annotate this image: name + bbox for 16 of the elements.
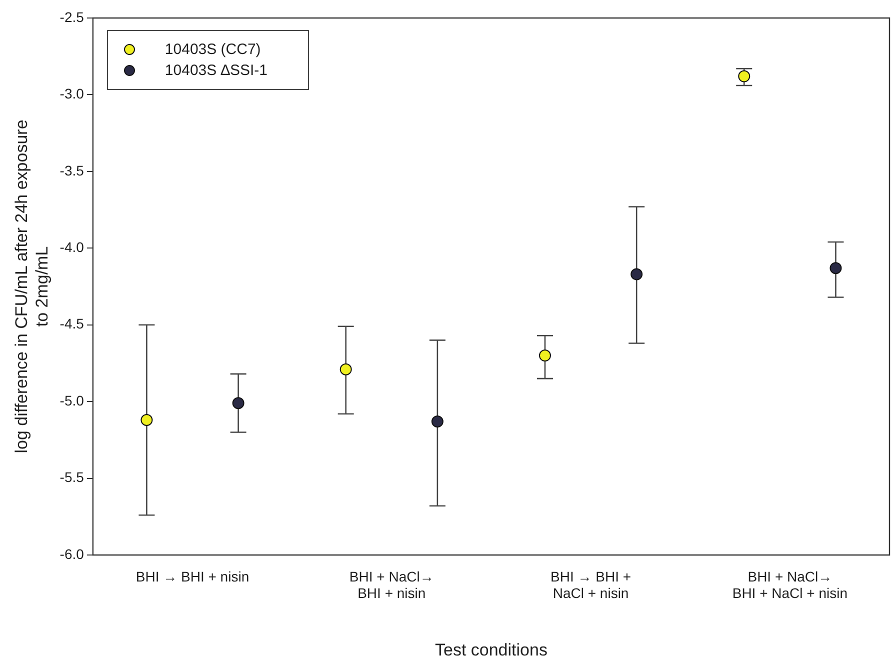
x-tick-label: BHI → BHI + nisin bbox=[136, 568, 250, 584]
y-tick-label: -4.0 bbox=[60, 239, 84, 255]
x-tick-label: BHI + NaCl→ BHI + nisin bbox=[349, 568, 434, 602]
legend-label: 10403S (CC7) bbox=[164, 41, 261, 58]
y-tick-label: -3.5 bbox=[60, 162, 84, 178]
x-tick-label: BHI → BHI + NaCl + nisin bbox=[550, 568, 632, 602]
y-tick-label: -4.5 bbox=[60, 316, 84, 332]
y-tick-label: -2.5 bbox=[60, 8, 84, 25]
y-tick-label: -6.0 bbox=[60, 546, 84, 562]
x-tick-label: BHI + NaCl→ BHI + NaCl + nisin bbox=[732, 568, 848, 602]
y-tick-label: -5.0 bbox=[60, 392, 84, 408]
y-tick-label: -3.0 bbox=[60, 86, 84, 102]
y-axis-title: log difference in CFU/mL after 24h exposure to 2mg/mL bbox=[12, 120, 52, 454]
y-tick-label: -5.5 bbox=[60, 469, 84, 486]
x-axis-title: Test conditions bbox=[434, 640, 548, 660]
legend-label: 10403S ∆SSI-1 bbox=[164, 62, 268, 79]
